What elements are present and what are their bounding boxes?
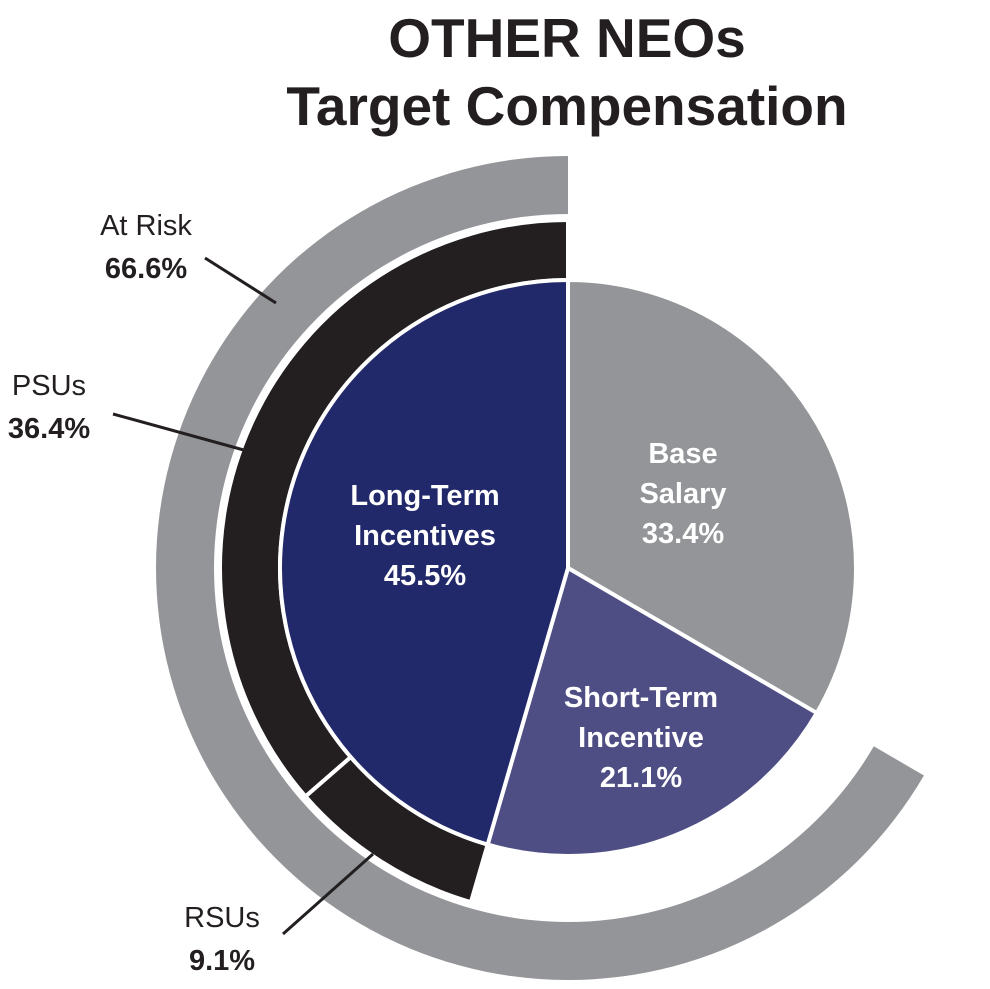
- pie-slice-short-term-incentive: [485, 564, 820, 858]
- outer-label-rsus-name: RSUs: [184, 902, 260, 934]
- slice-label-short-term-incentive-line2: Incentive: [578, 722, 704, 754]
- slice-label-base-salary-line1: Base: [648, 438, 717, 470]
- chart-title-line2: Target Compensation: [286, 75, 847, 137]
- pie-slice-base-salary: [566, 277, 858, 716]
- chart-title-line1: OTHER NEOs: [388, 7, 746, 69]
- pie-group: [278, 277, 858, 858]
- leader-line-at-risk: [204, 256, 277, 305]
- slice-label-long-term-incentives-line2: Incentives: [354, 520, 496, 552]
- outer-label-rsus-value: 9.1%: [189, 945, 255, 977]
- outer-label-at-risk-value: 66.6%: [105, 253, 187, 285]
- leader-line-psus: [112, 412, 252, 454]
- outer-label-psus-value: 36.4%: [8, 413, 90, 445]
- outer-label-at-risk-name: At Risk: [100, 210, 192, 242]
- slice-label-long-term-incentives-value: 45.5%: [384, 560, 466, 592]
- slice-label-base-salary-value: 33.4%: [642, 518, 724, 550]
- pie-slice-long-term-incentives: [278, 277, 570, 848]
- leader-lines: [112, 256, 374, 936]
- slice-label-base-salary-line2: Salary: [639, 478, 726, 510]
- labels-group: Base Salary 33.4% Short-Term Incentive 21.1% L…: [8, 210, 727, 977]
- slice-label-long-term-incentives-line1: Long-Term: [350, 480, 499, 512]
- slice-label-short-term-incentive-line1: Short-Term: [564, 682, 718, 714]
- leader-line-rsus: [282, 852, 374, 936]
- slice-label-short-term-incentive-value: 21.1%: [600, 762, 682, 794]
- outer-label-psus-name: PSUs: [12, 370, 86, 402]
